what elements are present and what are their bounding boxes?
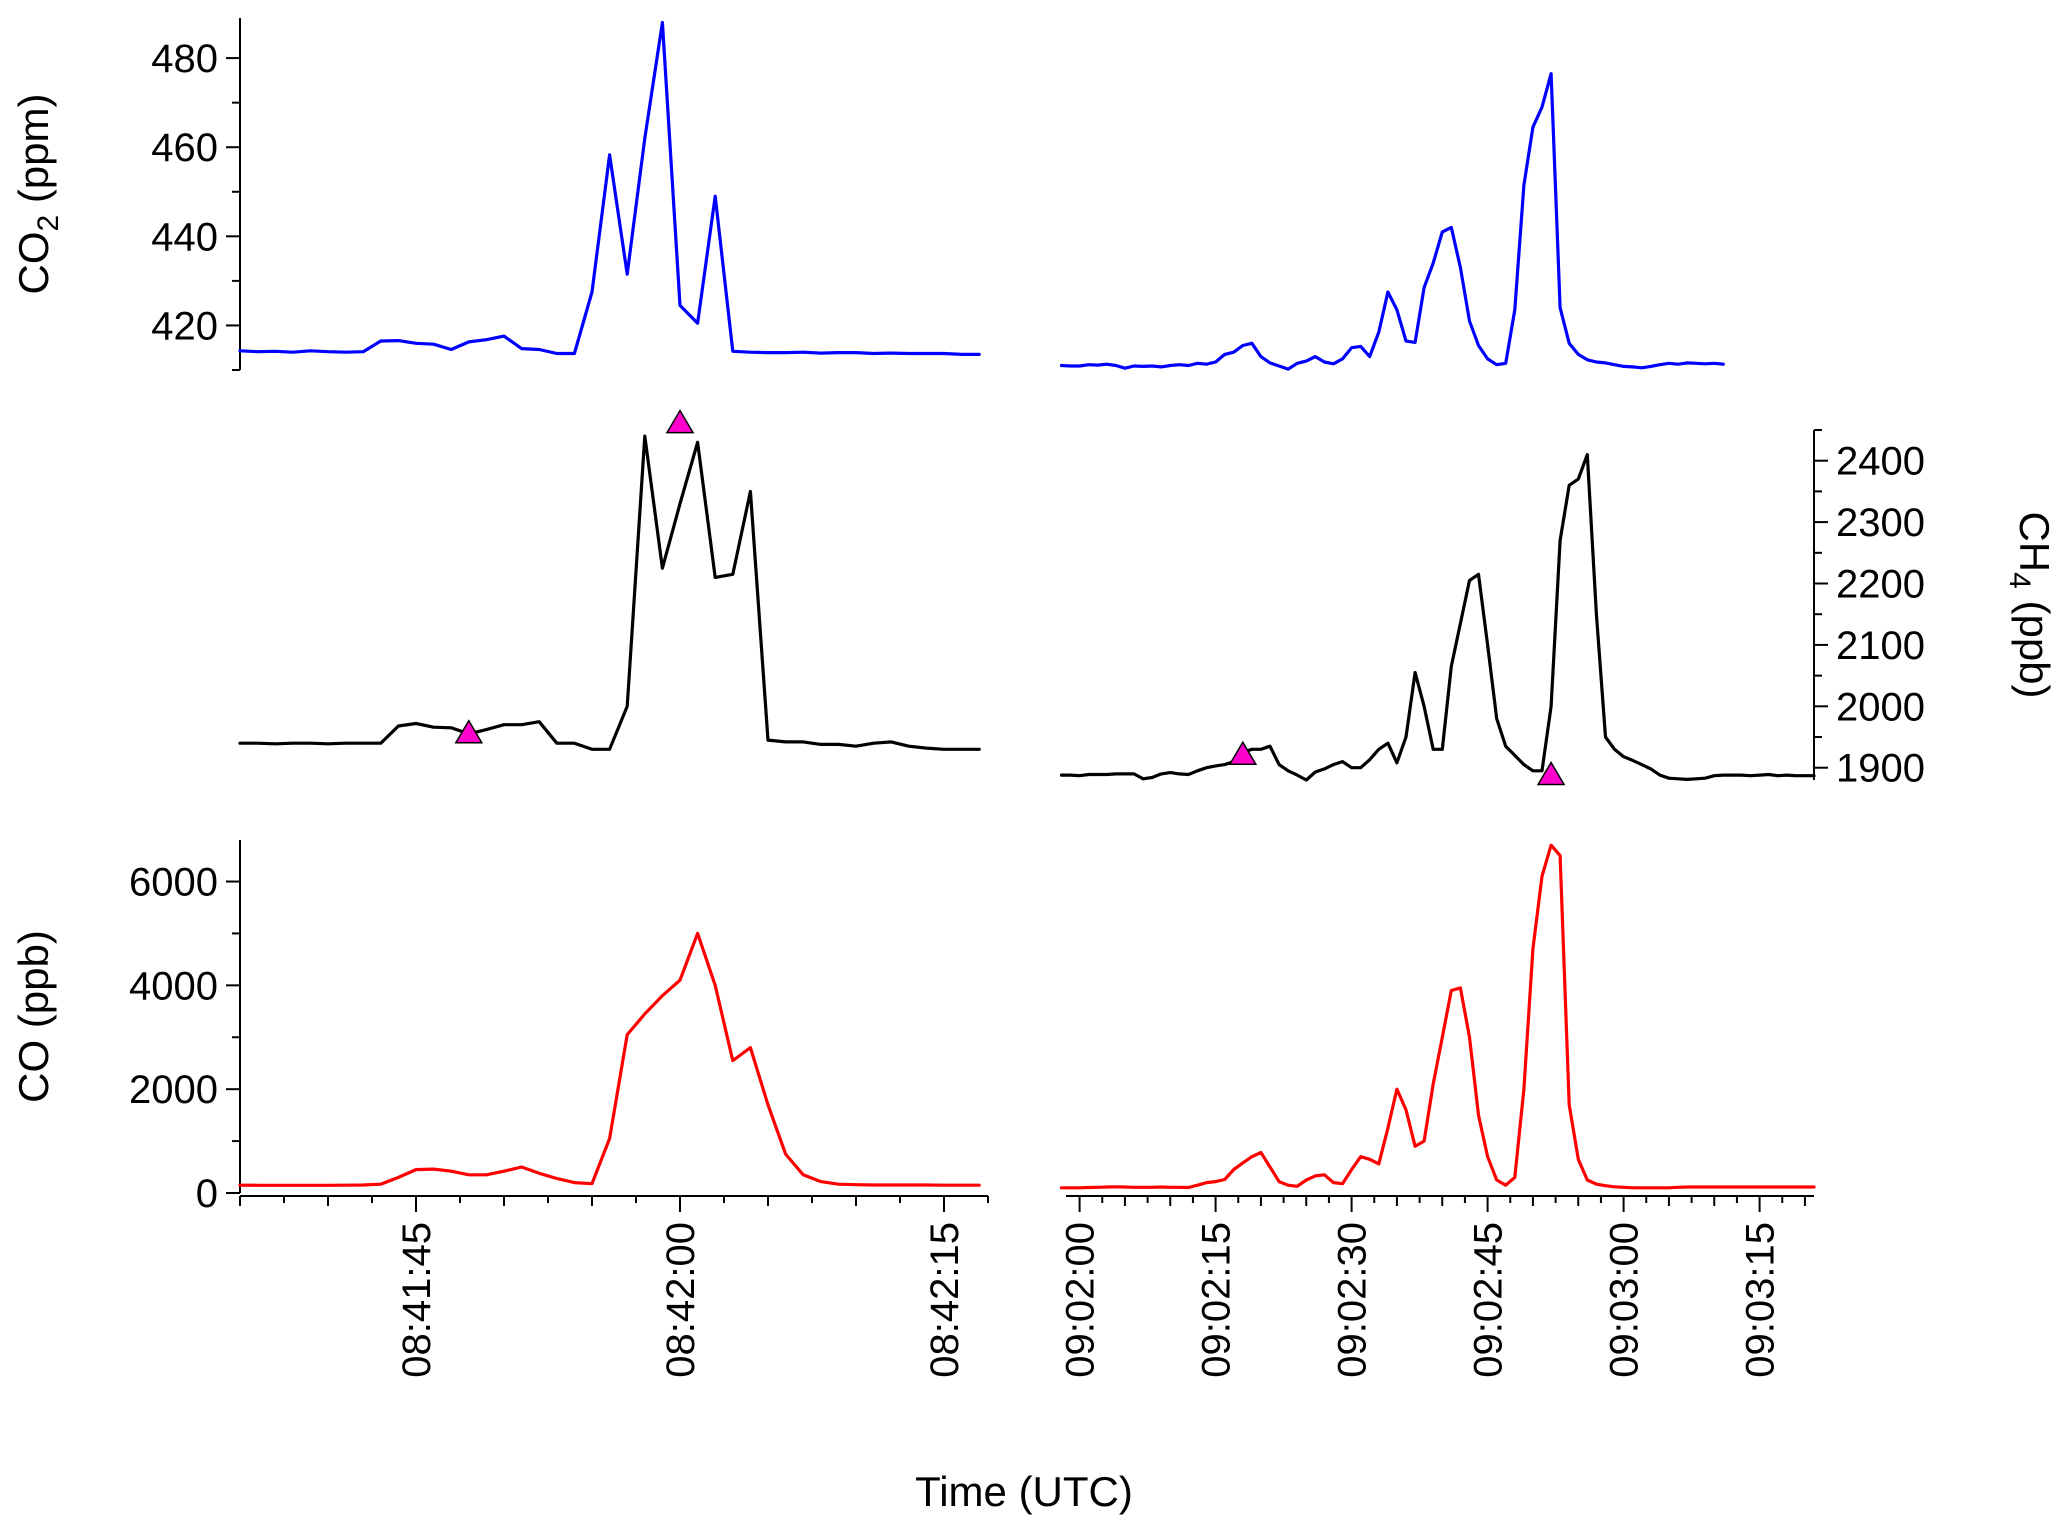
x-axis: 08:41:45 08:42:00 08:42:15 09:02:00 09:02:15… — [239, 1195, 1814, 1378]
ch4-y-tick-label: 2400 — [1836, 440, 1925, 484]
x-axis-title: Time (UTC) — [915, 1468, 1133, 1515]
ch4-triangle-marker — [454, 719, 484, 744]
ch4-y-title-unit: (ppb) — [2011, 589, 2058, 699]
x-tick-label: 08:41:45 — [395, 1222, 439, 1378]
ch4-y-tick-label: 2300 — [1836, 501, 1925, 545]
panel-co2: 420 440 460 480 CO2 (ppm) — [10, 18, 1725, 371]
co-series-1 — [238, 931, 981, 1187]
co-y-title-main: CO — [10, 1040, 57, 1103]
ch4-y-title-subscript: 4 — [2003, 572, 2036, 589]
ch4-y-tick-label: 2200 — [1836, 563, 1925, 607]
x-tick-label: 09:03:00 — [1603, 1222, 1647, 1378]
co-y-tick-label: 0 — [196, 1172, 218, 1216]
ch4-triangle-marker — [1536, 761, 1566, 786]
co2-y-tick-label: 440 — [151, 215, 218, 259]
ch4-y-tick-label: 2000 — [1836, 685, 1925, 729]
ch4-triangle-marker — [665, 409, 695, 434]
x-tick-label: 09:03:15 — [1739, 1222, 1783, 1378]
ch4-y-axis-title: CH4 (ppb) — [2003, 511, 2058, 698]
co-series-2 — [1059, 843, 1816, 1190]
co-y-tick-label: 6000 — [129, 861, 218, 905]
x-tick-label: 09:02:15 — [1195, 1222, 1239, 1378]
co2-y-tick-label: 480 — [151, 37, 218, 81]
ch4-series-1 — [238, 434, 981, 751]
x-tick-label: 09:02:30 — [1331, 1222, 1375, 1378]
x-tick-label: 08:42:15 — [923, 1222, 967, 1378]
co2-y-title-main: CO — [10, 232, 57, 295]
co2-series-2 — [1059, 72, 1725, 371]
panel-co: 0 2000 4000 6000 CO (ppb) — [10, 840, 1816, 1216]
co-y-tick-label: 2000 — [129, 1068, 218, 1112]
panel-ch4: 1900 2000 2100 2200 2300 2400 CH4 (ppb) — [238, 409, 2058, 791]
co2-series-1 — [238, 20, 981, 356]
ch4-triangle-marker — [1228, 740, 1258, 765]
x-tick-label: 09:02:00 — [1059, 1222, 1103, 1378]
co2-y-title-unit: (ppm) — [10, 93, 57, 214]
ch4-y-title-main: CH — [2011, 511, 2058, 572]
co-y-title-unit: (ppb) — [10, 930, 57, 1040]
co2-y-tick-label: 420 — [151, 304, 218, 348]
ch4-series-2 — [1059, 453, 1816, 782]
ch4-y-tick-label: 2100 — [1836, 624, 1925, 668]
co2-y-axis-title: CO2 (ppm) — [10, 93, 65, 294]
ch4-y-tick-label: 1900 — [1836, 747, 1925, 791]
x-tick-label: 08:42:00 — [659, 1222, 703, 1378]
co-y-axis-title: CO (ppb) — [10, 930, 57, 1103]
co2-y-tick-label: 460 — [151, 126, 218, 170]
co-y-tick-label: 4000 — [129, 964, 218, 1008]
x-tick-label: 09:02:45 — [1467, 1222, 1511, 1378]
co2-y-title-subscript: 2 — [32, 215, 65, 232]
